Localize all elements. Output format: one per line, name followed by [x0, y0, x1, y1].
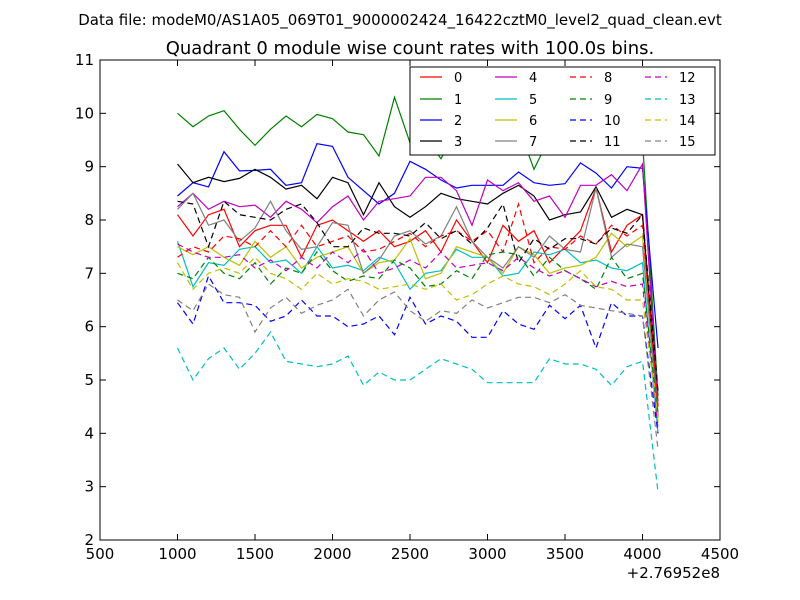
axis-ticks: 500 1000 1500 2000 2500 3000 3500 4000 4500 2 3 4 5 6… — [75, 51, 739, 563]
x-tick-label: 1000 — [158, 545, 196, 563]
chart-suptitle: Data file: modeM0/AS1A05_069T01_90000024… — [78, 11, 722, 30]
legend-label-4: 4 — [529, 71, 537, 86]
x-tick-label: 1500 — [236, 545, 274, 563]
legend-label-12: 12 — [679, 71, 696, 86]
x-tick-label: 500 — [86, 545, 115, 563]
legend-label-7: 7 — [529, 135, 537, 150]
y-tick-label: 5 — [84, 371, 94, 389]
series-layer — [176, 95, 659, 493]
series-line-8 — [177, 201, 659, 407]
series-line-12 — [177, 243, 659, 429]
x-tick-label: 3500 — [546, 545, 584, 563]
series-line-2 — [177, 143, 659, 349]
y-tick-label: 8 — [84, 211, 94, 229]
y-tick-label: 6 — [84, 318, 94, 336]
series-line-0 — [177, 185, 659, 402]
legend-label-1: 1 — [454, 93, 462, 108]
legend-label-10: 10 — [604, 114, 621, 129]
legend-label-0: 0 — [454, 71, 462, 86]
x-tick-label: 2500 — [391, 545, 429, 563]
y-tick-label: 7 — [84, 264, 94, 282]
legend-label-13: 13 — [679, 93, 696, 108]
series-line-5 — [176, 241, 659, 434]
series-line-15 — [177, 283, 659, 450]
y-tick-label: 2 — [84, 531, 94, 549]
legend-label-14: 14 — [679, 114, 696, 129]
y-tick-label: 4 — [84, 424, 94, 442]
series-line-3 — [177, 163, 659, 418]
series-line-7 — [177, 187, 659, 413]
legend-label-2: 2 — [454, 114, 462, 129]
legend-label-3: 3 — [454, 135, 462, 150]
legend-frame — [409, 66, 716, 156]
series-line-10 — [177, 274, 659, 434]
x-tick-label: 4000 — [623, 545, 661, 563]
chart-title: Quadrant 0 module wise count rates with … — [166, 38, 655, 59]
x-tick-label: 2000 — [313, 545, 351, 563]
series-line-14 — [176, 256, 659, 418]
series-line-13 — [176, 330, 659, 493]
y-tick-label: 9 — [84, 158, 94, 176]
legend-label-11: 11 — [604, 135, 621, 150]
legend-label-6: 6 — [529, 114, 537, 129]
legend-label-15: 15 — [679, 135, 696, 150]
legend-label-5: 5 — [529, 93, 537, 108]
x-tick-label: 4500 — [701, 545, 739, 563]
x-offset-label: +2.76952e8 — [627, 564, 720, 582]
legend-label-8: 8 — [604, 71, 612, 86]
y-tick-label: 10 — [75, 104, 94, 122]
y-tick-label: 3 — [84, 478, 94, 496]
series-line-4 — [177, 161, 659, 407]
x-tick-label: 3000 — [468, 545, 506, 563]
y-tick-label: 11 — [75, 51, 94, 69]
legend-label-9: 9 — [604, 93, 612, 108]
